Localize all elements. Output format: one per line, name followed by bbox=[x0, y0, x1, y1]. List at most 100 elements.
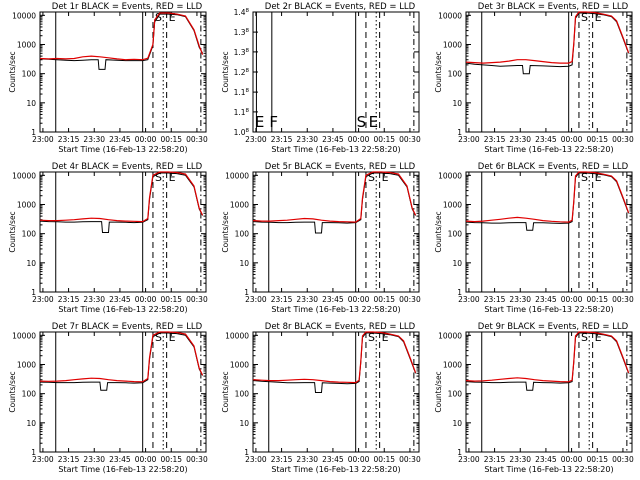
chart-panel: Det 8r BLACK = Events, RED = LLD 23:00 23:… bbox=[221, 322, 421, 474]
x-tick-label: 00:15 bbox=[586, 135, 608, 144]
series-lld-line bbox=[252, 171, 417, 223]
x-tick-label: 23:15 bbox=[58, 455, 80, 464]
x-tick-label: 23:00 bbox=[458, 135, 480, 144]
chart-panel: Det 6r BLACK = Events, RED = LLD 23:00 23:… bbox=[434, 162, 634, 314]
y-tick-label: 1.28 bbox=[234, 68, 250, 77]
y-tick-mantissa: 1.1 bbox=[234, 108, 246, 117]
y-tick-label: 1 bbox=[244, 448, 249, 457]
series-lld-line bbox=[252, 331, 417, 384]
plot-frame bbox=[252, 171, 420, 293]
x-tick-label: 00:30 bbox=[186, 295, 208, 304]
y-tick-mantissa: 10000 bbox=[12, 11, 36, 20]
x-tick-label: 23:00 bbox=[458, 455, 480, 464]
x-tick-label: 23:30 bbox=[296, 455, 318, 464]
y-tick-mantissa: 100 bbox=[22, 70, 37, 79]
y-axis-label: Counts/sec bbox=[221, 211, 230, 252]
series-lld-line bbox=[39, 331, 204, 383]
x-tick-label: 23:45 bbox=[109, 295, 131, 304]
y-tick-mantissa: 1 bbox=[244, 288, 249, 297]
y-tick-label: 10 bbox=[239, 259, 249, 268]
y-tick-mantissa: 10000 bbox=[225, 171, 249, 180]
y-tick-mantissa: 1 bbox=[457, 288, 462, 297]
chart-title: Det 9r BLACK = Events, RED = LLD bbox=[478, 322, 629, 332]
y-tick-label: 1000 bbox=[443, 360, 462, 369]
y-tick-label: 1000 bbox=[443, 40, 462, 49]
series-events-line bbox=[39, 172, 204, 233]
event-marker-label: S bbox=[155, 171, 162, 184]
x-tick-label: 23:45 bbox=[322, 455, 344, 464]
event-marker-label: E bbox=[382, 171, 389, 184]
x-tick-label: 00:30 bbox=[612, 135, 634, 144]
x-tick-label: 00:00 bbox=[135, 295, 157, 304]
y-tick-mantissa: 100 bbox=[448, 70, 463, 79]
y-tick-mantissa: 1000 bbox=[17, 40, 36, 49]
series-lld-line bbox=[465, 171, 630, 223]
y-tick-mantissa: 100 bbox=[448, 390, 463, 399]
x-tick-label: 00:30 bbox=[612, 295, 634, 304]
plot-frame bbox=[39, 11, 207, 133]
y-tick-mantissa: 10000 bbox=[225, 331, 249, 340]
chart-panel: Det 9r BLACK = Events, RED = LLD 23:00 23:… bbox=[434, 322, 634, 474]
y-tick-mantissa: 10 bbox=[452, 419, 462, 428]
y-tick-label: 10 bbox=[452, 99, 462, 108]
event-marker-label: S bbox=[581, 11, 588, 24]
x-tick-label: 00:15 bbox=[586, 455, 608, 464]
chart-title: Det 8r BLACK = Events, RED = LLD bbox=[265, 322, 416, 332]
y-tick-label: 1 bbox=[31, 448, 36, 457]
x-axis-label: Start Time (16-Feb-13 22:58:20) bbox=[271, 145, 400, 154]
y-tick-mantissa: 10000 bbox=[438, 171, 462, 180]
y-tick-mantissa: 1000 bbox=[443, 40, 462, 49]
x-tick-label: 00:30 bbox=[399, 295, 421, 304]
y-tick-label: 100 bbox=[22, 390, 37, 399]
series-events-line bbox=[252, 172, 417, 234]
y-tick-label: 1 bbox=[244, 288, 249, 297]
chart-title: Det 3r BLACK = Events, RED = LLD bbox=[478, 2, 629, 12]
x-tick-label: 23:00 bbox=[32, 135, 54, 144]
y-tick-mantissa: 1000 bbox=[230, 200, 249, 209]
x-tick-label: 00:30 bbox=[186, 455, 208, 464]
x-axis-label: Start Time (16-Feb-13 22:58:20) bbox=[484, 145, 613, 154]
x-tick-label: 00:30 bbox=[399, 135, 421, 144]
chart-title: Det 4r BLACK = Events, RED = LLD bbox=[52, 162, 203, 172]
y-tick-label: 1 bbox=[457, 288, 462, 297]
y-tick-mantissa: 1000 bbox=[17, 200, 36, 209]
y-tick-label: 1.38 bbox=[234, 48, 250, 57]
y-tick-label: 100 bbox=[22, 230, 37, 239]
x-axis-label: Start Time (16-Feb-13 22:58:20) bbox=[58, 465, 187, 474]
y-tick-label: 100 bbox=[448, 230, 463, 239]
x-tick-label: 23:15 bbox=[271, 135, 293, 144]
y-tick-label: 1000 bbox=[230, 360, 249, 369]
y-tick-mantissa: 1 bbox=[457, 448, 462, 457]
series-events-line bbox=[465, 172, 630, 231]
x-tick-label: 23:30 bbox=[83, 295, 105, 304]
series-events-line bbox=[252, 332, 417, 393]
x-tick-label: 23:45 bbox=[535, 295, 557, 304]
x-tick-label: 23:15 bbox=[271, 455, 293, 464]
y-tick-label: 10 bbox=[452, 419, 462, 428]
event-marker-label: E bbox=[382, 331, 389, 344]
x-tick-label: 00:15 bbox=[586, 295, 608, 304]
x-tick-label: 23:00 bbox=[458, 295, 480, 304]
series-lld-line bbox=[465, 331, 630, 383]
y-tick-mantissa: 1000 bbox=[17, 360, 36, 369]
y-tick-mantissa: 100 bbox=[448, 230, 463, 239]
y-tick-label: 1 bbox=[31, 128, 36, 137]
y-tick-label: 1 bbox=[31, 288, 36, 297]
y-tick-mantissa: 1 bbox=[457, 128, 462, 137]
y-tick-mantissa: 10 bbox=[26, 99, 36, 108]
event-marker-label: E bbox=[595, 11, 602, 24]
plot-frame bbox=[39, 331, 207, 453]
y-tick-mantissa: 10 bbox=[452, 99, 462, 108]
y-tick-mantissa: 10 bbox=[452, 259, 462, 268]
event-marker-label: E bbox=[595, 171, 602, 184]
plot-frame bbox=[465, 171, 633, 293]
plot-frame bbox=[465, 331, 633, 453]
x-tick-label: 00:30 bbox=[399, 455, 421, 464]
event-marker-label: S bbox=[581, 331, 588, 344]
x-tick-label: 23:45 bbox=[535, 135, 557, 144]
x-tick-label: 23:00 bbox=[32, 455, 54, 464]
y-axis-label: Counts/sec bbox=[434, 51, 443, 92]
series-lld-line bbox=[39, 12, 204, 61]
y-tick-label: 1.48 bbox=[234, 8, 250, 17]
